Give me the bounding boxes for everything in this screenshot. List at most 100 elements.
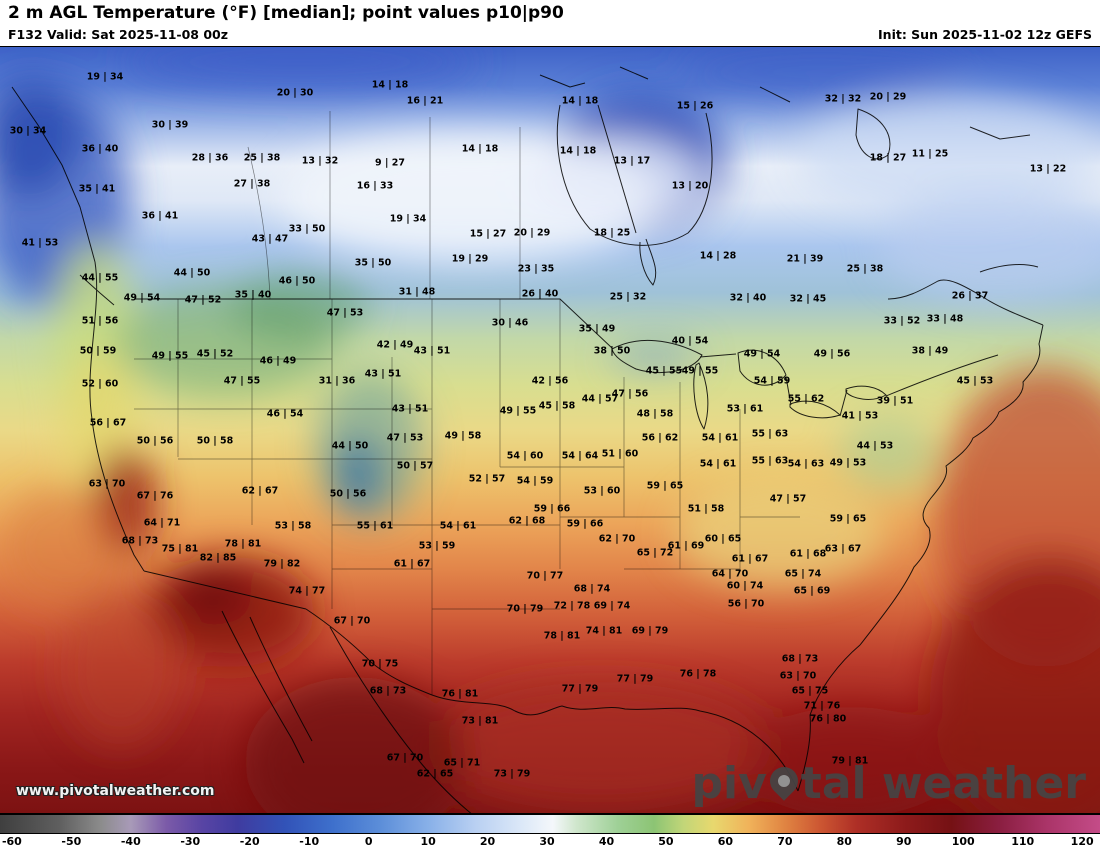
point-value: 55 | 63 bbox=[751, 455, 789, 467]
point-value: 19 | 29 bbox=[451, 253, 489, 265]
point-value: 63 | 70 bbox=[779, 670, 817, 682]
point-value: 82 | 85 bbox=[199, 552, 237, 564]
point-value: 73 | 79 bbox=[493, 768, 531, 780]
point-value: 61 | 69 bbox=[667, 540, 705, 552]
point-value: 13 | 22 bbox=[1029, 163, 1067, 175]
point-value: 50 | 56 bbox=[329, 488, 367, 500]
colorbar-tick-label: -30 bbox=[180, 835, 201, 848]
point-value: 49 | 54 bbox=[743, 348, 781, 360]
point-value: 62 | 68 bbox=[508, 515, 546, 527]
point-value: 54 | 59 bbox=[516, 475, 554, 487]
point-value: 77 | 79 bbox=[616, 673, 654, 685]
point-value: 49 | 53 bbox=[829, 457, 867, 469]
point-value: 61 | 67 bbox=[393, 558, 431, 570]
point-value: 30 | 39 bbox=[151, 119, 189, 131]
point-value: 43 | 51 bbox=[413, 345, 451, 357]
colorbar-gradient bbox=[0, 814, 1100, 834]
point-value: 13 | 32 bbox=[301, 155, 339, 167]
point-value: 28 | 36 bbox=[191, 152, 229, 164]
colorbar-tick-label: 30 bbox=[539, 835, 555, 848]
point-value: 50 | 58 bbox=[196, 435, 234, 447]
point-value: 46 | 54 bbox=[266, 408, 304, 420]
point-value: 33 | 48 bbox=[926, 313, 964, 325]
point-value: 53 | 58 bbox=[274, 520, 312, 532]
point-value: 40 | 54 bbox=[671, 335, 709, 347]
point-value: 55 | 62 bbox=[787, 393, 825, 405]
point-value: 79 | 82 bbox=[263, 558, 301, 570]
temperature-field-svg bbox=[0, 47, 1100, 813]
point-value: 54 | 59 bbox=[753, 375, 791, 387]
point-value: 35 | 50 bbox=[354, 257, 392, 269]
point-value: 20 | 29 bbox=[869, 91, 907, 103]
coastline-paths bbox=[11, 66, 1044, 813]
point-value: 59 | 65 bbox=[646, 480, 684, 492]
point-value: 46 | 49 bbox=[259, 355, 297, 367]
colorbar-tick-label: 40 bbox=[598, 835, 615, 848]
point-value: 35 | 40 bbox=[234, 289, 272, 301]
point-value: 54 | 63 bbox=[787, 458, 825, 470]
colorbar-tick-label: 20 bbox=[479, 835, 496, 848]
point-value: 48 | 58 bbox=[636, 408, 674, 420]
point-value: 55 | 63 bbox=[751, 428, 789, 440]
point-value: 16 | 21 bbox=[406, 95, 444, 107]
point-value: 44 | 50 bbox=[331, 440, 369, 452]
pivotalweather-logo: piv tal weather bbox=[692, 758, 1086, 809]
point-value: 59 | 66 bbox=[566, 518, 604, 530]
point-value: 50 | 59 bbox=[79, 345, 117, 357]
point-value: 53 | 59 bbox=[418, 540, 456, 552]
colorbar-tick-label: 50 bbox=[658, 835, 674, 848]
point-values-layer: 19 | 34 20 | 30 14 | 18 16 | 21 14 | 18 15 | … bbox=[0, 47, 1100, 813]
point-value: 62 | 70 bbox=[598, 533, 636, 545]
colorbar-tick-label: 100 bbox=[951, 835, 975, 848]
point-value: 45 | 52 bbox=[196, 348, 234, 360]
point-value: 51 | 60 bbox=[601, 448, 639, 460]
point-value: 62 | 65 bbox=[416, 768, 454, 780]
point-value: 42 | 56 bbox=[531, 375, 569, 387]
point-value: 61 | 68 bbox=[789, 548, 827, 560]
point-value: 65 | 74 bbox=[784, 568, 822, 580]
point-value: 49 | 56 bbox=[813, 348, 851, 360]
point-value: 14 | 18 bbox=[371, 79, 409, 91]
point-value: 50 | 57 bbox=[396, 460, 434, 472]
point-value: 43 | 51 bbox=[391, 403, 429, 415]
point-value: 18 | 27 bbox=[869, 152, 907, 164]
point-value: 16 | 33 bbox=[356, 180, 394, 192]
point-value: 30 | 34 bbox=[9, 125, 47, 137]
point-value: 19 | 34 bbox=[389, 213, 427, 225]
point-value: 14 | 18 bbox=[561, 95, 599, 107]
point-value: 11 | 25 bbox=[911, 148, 949, 160]
point-value: 36 | 41 bbox=[141, 210, 179, 222]
point-value: 47 | 56 bbox=[611, 388, 649, 400]
point-value: 43 | 47 bbox=[251, 233, 289, 245]
point-value: 79 | 81 bbox=[831, 755, 869, 767]
point-value: 52 | 60 bbox=[81, 378, 119, 390]
point-value: 20 | 29 bbox=[513, 227, 551, 239]
point-value: 13 | 17 bbox=[613, 155, 651, 167]
point-value: 68 | 73 bbox=[121, 535, 159, 547]
point-value: 54 | 64 bbox=[561, 450, 599, 462]
colorbar-tick-label: 120 bbox=[1070, 835, 1094, 848]
point-value: 45 | 55 bbox=[645, 365, 683, 377]
point-value: 61 | 67 bbox=[731, 553, 769, 565]
point-value: 21 | 39 bbox=[786, 253, 824, 265]
point-value: 68 | 74 bbox=[573, 583, 611, 595]
point-value: 38 | 49 bbox=[911, 345, 949, 357]
point-value: 35 | 41 bbox=[78, 183, 116, 195]
page-title: 2 m AGL Temperature (°F) [median]; point… bbox=[8, 3, 564, 23]
point-value: 67 | 70 bbox=[333, 615, 371, 627]
point-value: 60 | 65 bbox=[704, 533, 742, 545]
colorbar-tick-label: 70 bbox=[777, 835, 793, 848]
point-value: 9 | 27 bbox=[375, 157, 405, 169]
point-value: 42 | 49 bbox=[376, 339, 414, 351]
point-value: 13 | 20 bbox=[671, 180, 709, 192]
point-value: 19 | 34 bbox=[86, 71, 124, 83]
colorbar-ticks: -60 -50 -40 -30 -20 -10 0 10 20 30 40 50 60 70 80 90 100… bbox=[0, 834, 1100, 850]
point-value: 14 | 18 bbox=[559, 145, 597, 157]
point-value: 44 | 57 bbox=[581, 393, 619, 405]
point-value: 36 | 40 bbox=[81, 143, 119, 155]
temperature-anomaly-blobs bbox=[0, 47, 1100, 813]
point-value: 67 | 70 bbox=[386, 752, 424, 764]
point-value: 68 | 73 bbox=[781, 653, 819, 665]
colorbar-tick-label: 110 bbox=[1011, 835, 1035, 848]
point-value: 20 | 30 bbox=[276, 87, 314, 99]
